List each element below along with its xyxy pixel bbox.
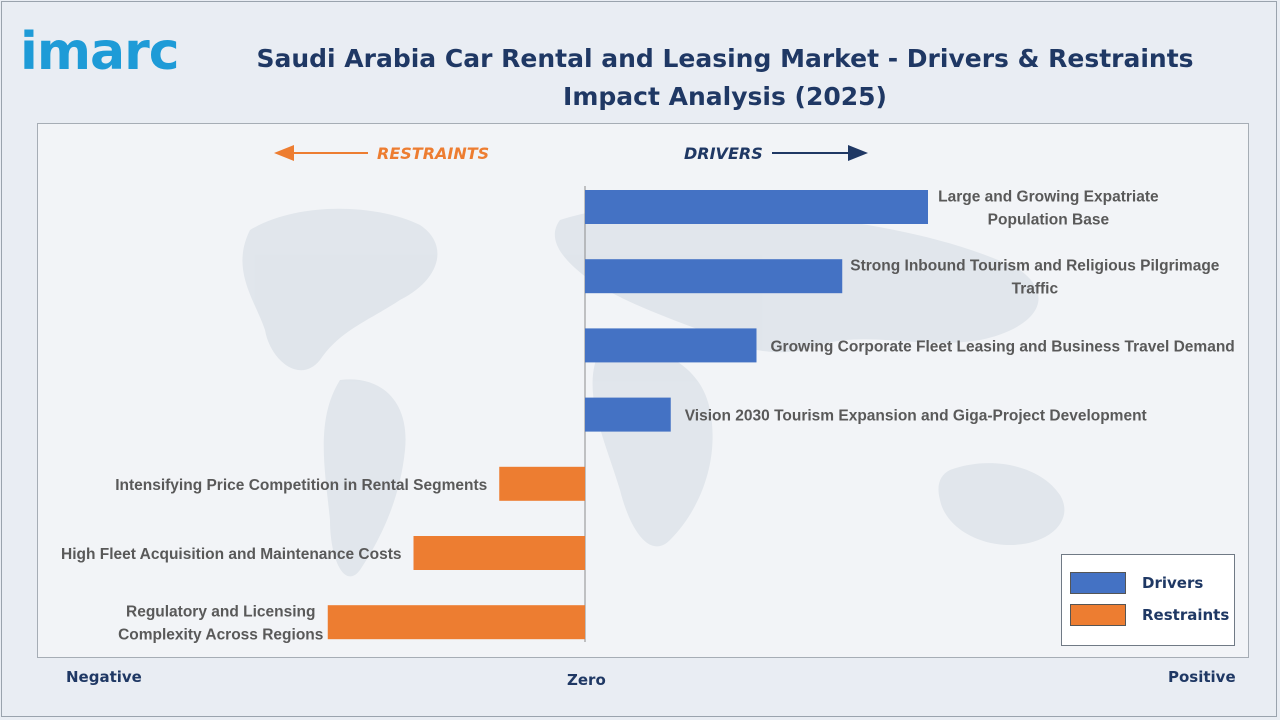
zero-axis-label: Zero [567, 671, 606, 689]
bar-driver-3 [585, 397, 671, 432]
bar-label-1: Strong Inbound Tourism and Religious Pil… [850, 258, 1220, 298]
legend: Drivers Restraints [1061, 554, 1235, 646]
bar-label-1-line-0: Strong Inbound Tourism and Religious Pil… [850, 258, 1220, 275]
bar-label-6-line-0: Regulatory and Licensing [126, 604, 315, 621]
bar-label-2: Growing Corporate Fleet Leasing and Busi… [771, 338, 1235, 355]
drivers-header: DRIVERS [684, 144, 763, 163]
bar-label-6-line-1: Complexity Across Regions [118, 627, 323, 644]
bar-restraint-5 [413, 536, 585, 570]
legend-item-drivers: Drivers [1070, 571, 1203, 595]
bar-label-6: Regulatory and Licensing Complexity Acros… [118, 604, 323, 644]
bar-restraint-4 [499, 466, 585, 501]
negative-axis-label: Negative [66, 668, 142, 686]
legend-swatch-restraints [1070, 604, 1126, 626]
bar-label-0-line-0: Large and Growing Expatriate [938, 189, 1159, 206]
bar-label-1-line-1: Traffic [1012, 281, 1059, 298]
bars-group [327, 190, 928, 640]
bar-restraint-6 [327, 605, 585, 640]
bar-label-2-line-0: Growing Corporate Fleet Leasing and Busi… [771, 338, 1235, 355]
bar-label-3: Vision 2030 Tourism Expansion and Giga-P… [685, 408, 1147, 425]
bar-label-4-line-0: Intensifying Price Competition in Rental… [115, 477, 487, 494]
positive-axis-label: Positive [1168, 668, 1236, 686]
legend-label-drivers: Drivers [1142, 574, 1204, 592]
bar-driver-2 [585, 328, 757, 363]
chart-title-line-1: Saudi Arabia Car Rental and Leasing Mark… [256, 44, 1194, 73]
chart-title: Saudi Arabia Car Rental and Leasing Mark… [250, 40, 1200, 116]
legend-swatch-drivers [1070, 572, 1126, 594]
bar-labels-group: Large and Growing Expatriate Population B… [61, 189, 1235, 644]
bar-label-4: Intensifying Price Competition in Rental… [115, 477, 487, 494]
bar-driver-1 [585, 259, 843, 294]
restraints-header: RESTRAINTS [377, 144, 489, 163]
bar-label-0-line-1: Population Base [988, 212, 1110, 229]
chart-title-line-2: Impact Analysis (2025) [563, 82, 887, 111]
imarc-logo: imarc [20, 22, 180, 82]
bar-label-5-line-0: High Fleet Acquisition and Maintenance C… [61, 546, 401, 563]
bar-label-0: Large and Growing Expatriate Population B… [938, 189, 1159, 229]
legend-item-restraints: Restraints [1070, 603, 1229, 627]
bar-label-3-line-0: Vision 2030 Tourism Expansion and Giga-P… [685, 408, 1147, 425]
legend-label-restraints: Restraints [1142, 606, 1230, 624]
bar-driver-0 [585, 190, 928, 224]
bar-label-5: High Fleet Acquisition and Maintenance C… [61, 546, 401, 563]
